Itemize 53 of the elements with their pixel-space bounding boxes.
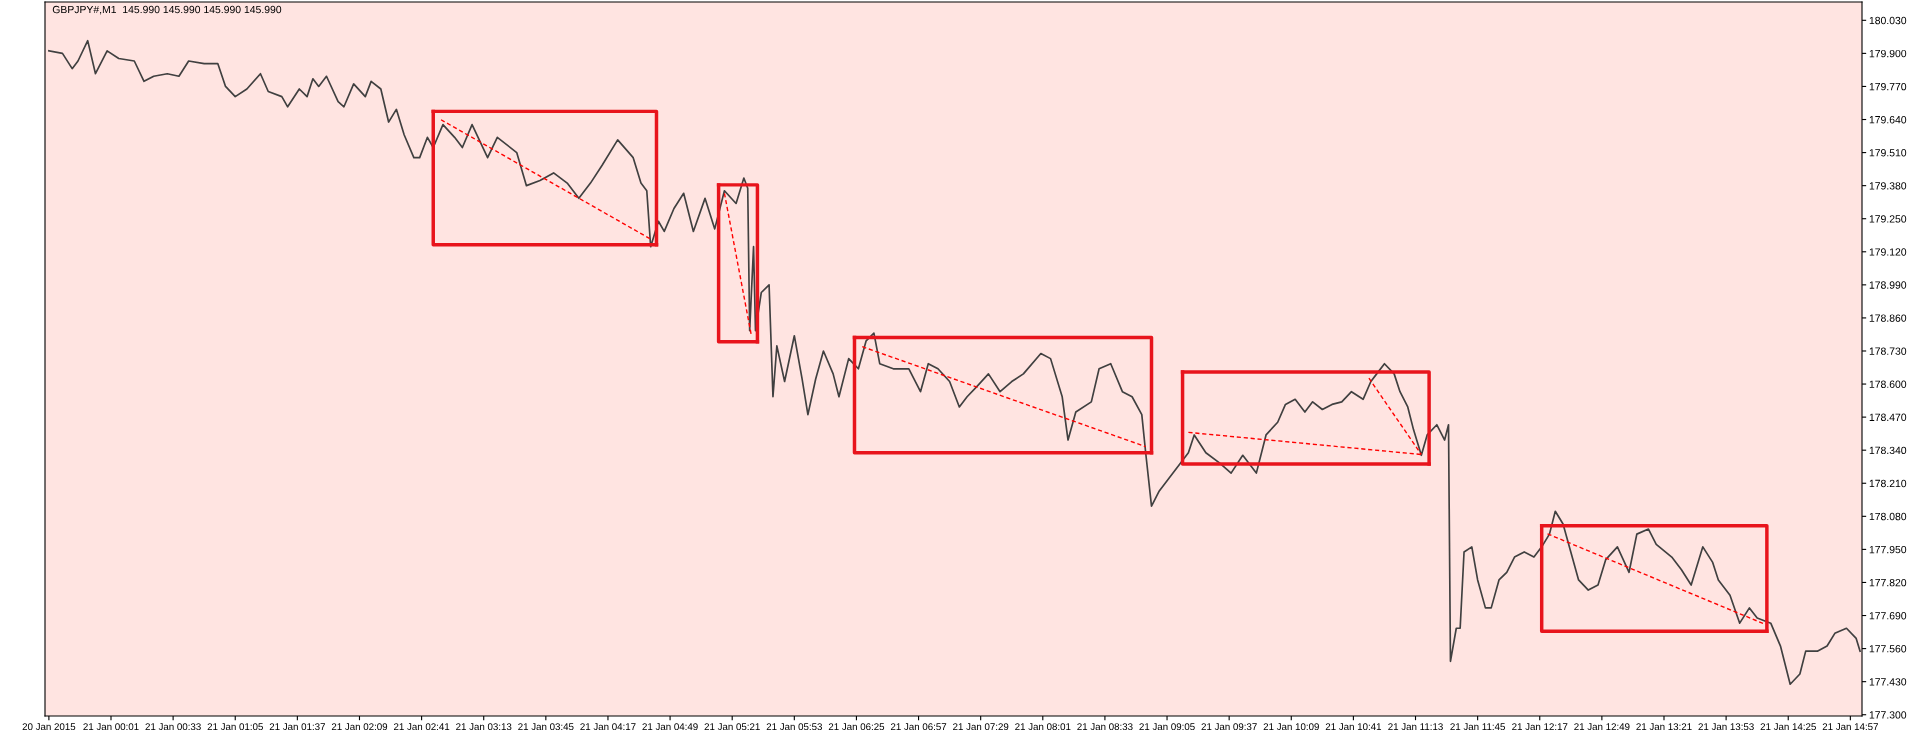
- x-tick-label: 21 Jan 08:01: [1015, 723, 1071, 731]
- y-tick-label: 177.560: [1869, 645, 1907, 653]
- x-tick-label: 21 Jan 14:57: [1822, 723, 1878, 731]
- x-tick-label: 21 Jan 13:53: [1698, 723, 1754, 731]
- x-tick-label: 21 Jan 05:53: [766, 723, 822, 731]
- x-tick-label: 21 Jan 12:49: [1574, 723, 1630, 731]
- x-tick-label: 21 Jan 04:49: [642, 723, 698, 731]
- x-tick-label: 21 Jan 10:41: [1325, 723, 1382, 731]
- x-tick-label: 21 Jan 11:45: [1450, 723, 1505, 731]
- x-tick-label: 21 Jan 10:09: [1263, 723, 1319, 731]
- y-tick-label: 179.640: [1869, 116, 1907, 124]
- x-tick-label: 21 Jan 03:45: [518, 723, 574, 731]
- x-tick-label: 21 Jan 06:57: [890, 723, 947, 731]
- x-tick-label: 21 Jan 05:21: [704, 723, 760, 731]
- y-tick-label: 177.430: [1869, 678, 1907, 686]
- x-tick-label: 21 Jan 02:41: [393, 723, 450, 731]
- x-tick-label: 21 Jan 07:29: [953, 723, 1009, 731]
- x-tick-label: 21 Jan 00:01: [83, 723, 139, 731]
- x-tick-label: 21 Jan 00:33: [145, 723, 201, 731]
- x-tick-label: 21 Jan 01:37: [269, 723, 325, 731]
- x-tick-label: 21 Jan 14:25: [1760, 723, 1816, 731]
- x-tick-label: 21 Jan 03:13: [456, 723, 512, 731]
- y-tick-label: 180.030: [1869, 16, 1907, 25]
- x-tick-label: 21 Jan 04:17: [580, 723, 636, 731]
- y-tick-label: 178.990: [1869, 281, 1907, 289]
- x-tick-label: 21 Jan 08:33: [1077, 723, 1133, 731]
- y-tick-label: 177.690: [1869, 612, 1907, 620]
- y-tick-label: 177.950: [1869, 545, 1907, 554]
- y-tick-label: 179.120: [1869, 248, 1907, 256]
- y-tick-label: 177.300: [1869, 711, 1907, 719]
- x-tick-label: 21 Jan 09:37: [1201, 723, 1257, 731]
- y-tick-label: 179.380: [1869, 182, 1907, 190]
- x-tick-label: 21 Jan 01:05: [207, 723, 263, 731]
- x-tick-label: 21 Jan 02:09: [331, 723, 388, 731]
- y-tick-label: 178.470: [1869, 413, 1907, 421]
- y-tick-label: 178.340: [1869, 446, 1907, 455]
- y-tick-label: 179.510: [1869, 149, 1907, 157]
- y-tick-label: 178.730: [1869, 347, 1907, 355]
- y-tick-label: 178.600: [1869, 380, 1907, 388]
- x-tick-label: 21 Jan 06:25: [828, 723, 885, 731]
- x-tick-label: 21 Jan 12:17: [1512, 723, 1568, 731]
- y-tick-label: 178.210: [1869, 479, 1907, 488]
- y-tick-label: 179.770: [1869, 82, 1907, 91]
- y-tick-label: 179.250: [1869, 215, 1907, 223]
- y-tick-label: 178.080: [1869, 512, 1907, 521]
- x-tick-label: 20 Jan 2015: [22, 723, 76, 731]
- y-tick-label: 178.860: [1869, 314, 1907, 322]
- x-tick-label: 21 Jan 11:13: [1388, 723, 1443, 731]
- y-tick-label: 179.900: [1869, 49, 1907, 58]
- y-tick-label: 177.820: [1869, 578, 1907, 587]
- chart-title: GBPJPY#,M1 145.990 145.990 145.990 145.990: [52, 5, 282, 15]
- x-tick-label: 21 Jan 13:21: [1636, 723, 1692, 731]
- x-tick-label: 21 Jan 09:05: [1139, 723, 1195, 731]
